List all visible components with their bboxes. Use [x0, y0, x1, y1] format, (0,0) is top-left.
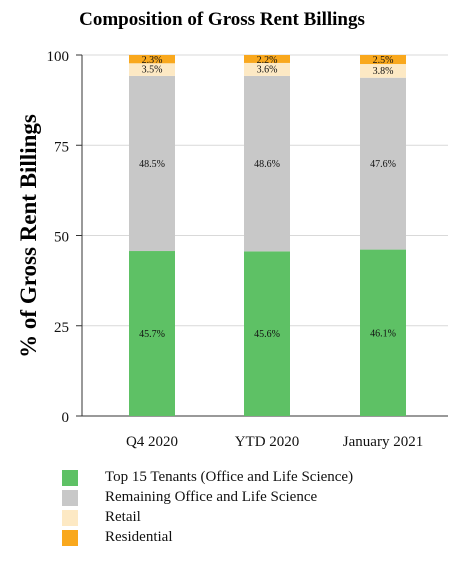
legend-label: Remaining Office and Life Science	[105, 489, 318, 505]
data-label: 2.2%	[257, 55, 278, 66]
chart-title: Composition of Gross Rent Billings	[79, 9, 365, 30]
bar-segment	[129, 75, 175, 252]
bar-segment	[360, 77, 406, 250]
data-label: 45.6%	[254, 329, 280, 340]
bar-segment	[129, 63, 175, 76]
legend-label: Top 15 Tenants (Office and Life Science)	[105, 469, 354, 485]
x-tick-label: January 2021	[343, 434, 423, 450]
legend-swatch	[62, 490, 78, 506]
bar-segment	[360, 64, 406, 78]
legend-swatch	[62, 470, 78, 486]
y-axis-label: % of Gross Rent Billings	[16, 114, 41, 358]
data-label: 48.5%	[139, 159, 165, 170]
data-label: 2.5%	[373, 55, 394, 66]
data-label: 3.6%	[257, 64, 278, 75]
legend-label: Retail	[105, 509, 141, 525]
x-tick-label: YTD 2020	[235, 434, 300, 450]
bar-segment	[244, 251, 290, 416]
y-tick-label: 100	[47, 49, 70, 65]
bar-segment	[129, 251, 175, 416]
legend-swatch	[62, 510, 78, 526]
legend-swatch	[62, 530, 78, 546]
data-label: 45.7%	[139, 329, 165, 340]
bar-segment	[244, 75, 290, 252]
y-tick-label: 0	[62, 410, 70, 426]
data-label: 48.6%	[254, 159, 280, 170]
data-label: 47.6%	[370, 159, 396, 170]
legend-label: Residential	[105, 529, 173, 545]
x-tick-label: Q4 2020	[126, 434, 178, 450]
data-label: 3.5%	[142, 65, 163, 76]
data-label: 46.1%	[370, 328, 396, 339]
bar-segment	[244, 62, 290, 76]
y-tick-label: 75	[54, 139, 69, 155]
bar-segment	[244, 55, 290, 63]
y-tick-label: 25	[54, 320, 69, 336]
data-label: 3.8%	[373, 66, 394, 77]
bar-segment	[360, 55, 406, 65]
bar-segment	[129, 55, 175, 64]
bar-segment	[360, 249, 406, 416]
y-tick-label: 50	[54, 230, 69, 246]
data-label: 2.3%	[142, 55, 163, 66]
